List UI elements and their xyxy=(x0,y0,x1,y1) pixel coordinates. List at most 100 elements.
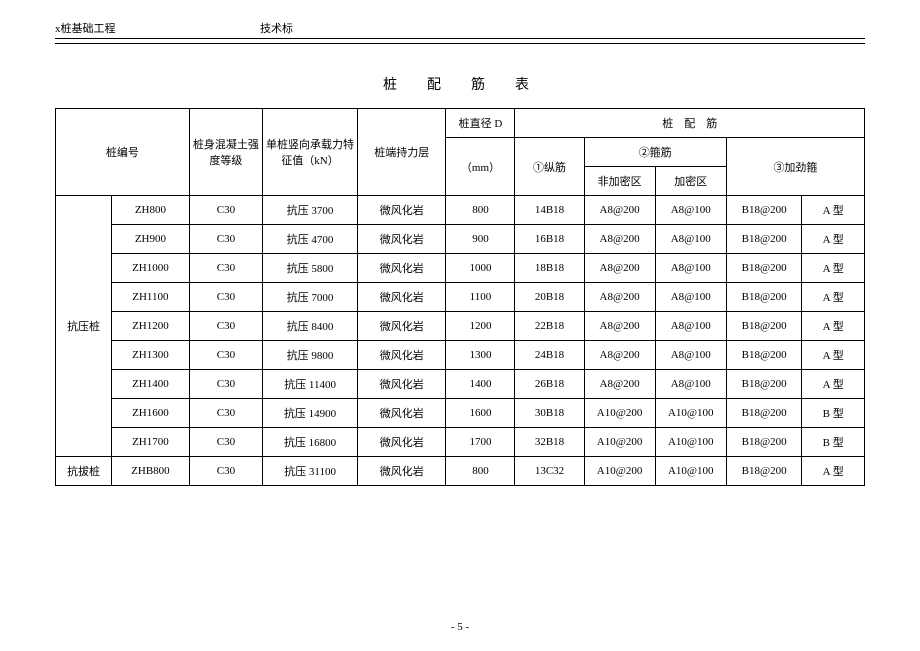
cell-code: ZH1200 xyxy=(112,312,190,341)
cell-diameter: 1200 xyxy=(446,312,515,341)
cell-layer: 微风化岩 xyxy=(358,457,446,486)
col-reinforcement-header: 桩 配 筋 xyxy=(515,109,865,138)
cell-capacity: 抗压 31100 xyxy=(263,457,358,486)
cell-layer: 微风化岩 xyxy=(358,283,446,312)
cell-st_non: A8@200 xyxy=(584,312,655,341)
cell-st_dense: A8@100 xyxy=(655,283,726,312)
cell-st_dense: A10@100 xyxy=(655,428,726,457)
cell-st_non: A10@200 xyxy=(584,428,655,457)
table-row: ZH1200C30抗压 8400微风化岩120022B18A8@200A8@10… xyxy=(56,312,865,341)
cell-long: 22B18 xyxy=(515,312,584,341)
cell-grade: C30 xyxy=(189,428,262,457)
cell-long: 20B18 xyxy=(515,283,584,312)
cell-rf: B18@200 xyxy=(726,399,802,428)
cell-capacity: 抗压 16800 xyxy=(263,428,358,457)
cell-code: ZH1100 xyxy=(112,283,190,312)
cell-st_non: A8@200 xyxy=(584,196,655,225)
cell-grade: C30 xyxy=(189,370,262,399)
cell-st_non: A8@200 xyxy=(584,341,655,370)
cell-capacity: 抗压 9800 xyxy=(263,341,358,370)
cell-st_non: A8@200 xyxy=(584,283,655,312)
cell-kind: B 型 xyxy=(802,428,865,457)
cell-kind: B 型 xyxy=(802,399,865,428)
cell-grade: C30 xyxy=(189,196,262,225)
cell-grade: C30 xyxy=(189,283,262,312)
cell-diameter: 1100 xyxy=(446,283,515,312)
cell-kind: A 型 xyxy=(802,457,865,486)
cell-layer: 微风化岩 xyxy=(358,428,446,457)
cell-st_non: A8@200 xyxy=(584,370,655,399)
cell-kind: A 型 xyxy=(802,312,865,341)
cell-diameter: 800 xyxy=(446,457,515,486)
cell-rf: B18@200 xyxy=(726,254,802,283)
cell-rf: B18@200 xyxy=(726,428,802,457)
reinforcement-table: 桩编号 桩身混凝土强度等级 单桩竖向承载力特征值（kN） 桩端持力层 桩直径 D… xyxy=(55,108,865,486)
col-stirrup-dense: 加密区 xyxy=(655,167,726,196)
cell-rf: B18@200 xyxy=(726,370,802,399)
cell-code: ZHB800 xyxy=(112,457,190,486)
col-diameter-top: 桩直径 D xyxy=(446,109,515,138)
col-pile-no: 桩编号 xyxy=(56,109,190,196)
cell-capacity: 抗压 11400 xyxy=(263,370,358,399)
cell-st_dense: A10@100 xyxy=(655,399,726,428)
cell-rf: B18@200 xyxy=(726,196,802,225)
cell-kind: A 型 xyxy=(802,370,865,399)
cell-capacity: 抗压 7000 xyxy=(263,283,358,312)
cell-layer: 微风化岩 xyxy=(358,399,446,428)
cell-long: 24B18 xyxy=(515,341,584,370)
table-row: ZH1300C30抗压 9800微风化岩130024B18A8@200A8@10… xyxy=(56,341,865,370)
table-row: ZH1100C30抗压 7000微风化岩110020B18A8@200A8@10… xyxy=(56,283,865,312)
cell-code: ZH1700 xyxy=(112,428,190,457)
cell-st_dense: A8@100 xyxy=(655,370,726,399)
col-concrete-grade: 桩身混凝土强度等级 xyxy=(189,109,262,196)
cell-kind: A 型 xyxy=(802,196,865,225)
cell-st_dense: A8@100 xyxy=(655,254,726,283)
cell-diameter: 1000 xyxy=(446,254,515,283)
cell-code: ZH1400 xyxy=(112,370,190,399)
cell-rf: B18@200 xyxy=(726,341,802,370)
cell-code: ZH800 xyxy=(112,196,190,225)
cell-diameter: 1700 xyxy=(446,428,515,457)
cell-grade: C30 xyxy=(189,312,262,341)
cell-rf: B18@200 xyxy=(726,225,802,254)
header-rule xyxy=(55,43,865,44)
cell-grade: C30 xyxy=(189,225,262,254)
cell-layer: 微风化岩 xyxy=(358,196,446,225)
table-row: ZH1000C30抗压 5800微风化岩100018B18A8@200A8@10… xyxy=(56,254,865,283)
cell-kind: A 型 xyxy=(802,225,865,254)
cell-diameter: 1400 xyxy=(446,370,515,399)
cell-st_dense: A10@100 xyxy=(655,457,726,486)
table-body: 抗压桩ZH800C30抗压 3700微风化岩80014B18A8@200A8@1… xyxy=(56,196,865,486)
cell-st_dense: A8@100 xyxy=(655,196,726,225)
cell-rf: B18@200 xyxy=(726,457,802,486)
cell-diameter: 1600 xyxy=(446,399,515,428)
pile-type-cell: 抗拔桩 xyxy=(56,457,112,486)
cell-layer: 微风化岩 xyxy=(358,312,446,341)
cell-st_non: A10@200 xyxy=(584,399,655,428)
cell-st_dense: A8@100 xyxy=(655,312,726,341)
cell-diameter: 900 xyxy=(446,225,515,254)
table-row: ZH1700C30抗压 16800微风化岩170032B18A10@200A10… xyxy=(56,428,865,457)
table-title: 桩 配 筋 表 xyxy=(55,74,865,94)
cell-diameter: 800 xyxy=(446,196,515,225)
cell-diameter: 1300 xyxy=(446,341,515,370)
cell-kind: A 型 xyxy=(802,341,865,370)
cell-grade: C30 xyxy=(189,341,262,370)
cell-st_non: A8@200 xyxy=(584,254,655,283)
cell-long: 18B18 xyxy=(515,254,584,283)
cell-long: 26B18 xyxy=(515,370,584,399)
col-longitudinal: ①纵筋 xyxy=(515,138,584,196)
table-row: ZH900C30抗压 4700微风化岩90016B18A8@200A8@100B… xyxy=(56,225,865,254)
col-capacity: 单桩竖向承载力特征值（kN） xyxy=(263,109,358,196)
cell-long: 32B18 xyxy=(515,428,584,457)
table-row: ZH1400C30抗压 11400微风化岩140026B18A8@200A8@1… xyxy=(56,370,865,399)
cell-st_non: A10@200 xyxy=(584,457,655,486)
col-reinforcing: ③加劲箍 xyxy=(726,138,864,196)
col-stirrup: ②箍筋 xyxy=(584,138,726,167)
table-row: 抗拔桩ZHB800C30抗压 31100微风化岩80013C32A10@200A… xyxy=(56,457,865,486)
col-bearing-layer: 桩端持力层 xyxy=(358,109,446,196)
cell-kind: A 型 xyxy=(802,254,865,283)
table-row: ZH1600C30抗压 14900微风化岩160030B18A10@200A10… xyxy=(56,399,865,428)
cell-code: ZH1000 xyxy=(112,254,190,283)
cell-layer: 微风化岩 xyxy=(358,370,446,399)
